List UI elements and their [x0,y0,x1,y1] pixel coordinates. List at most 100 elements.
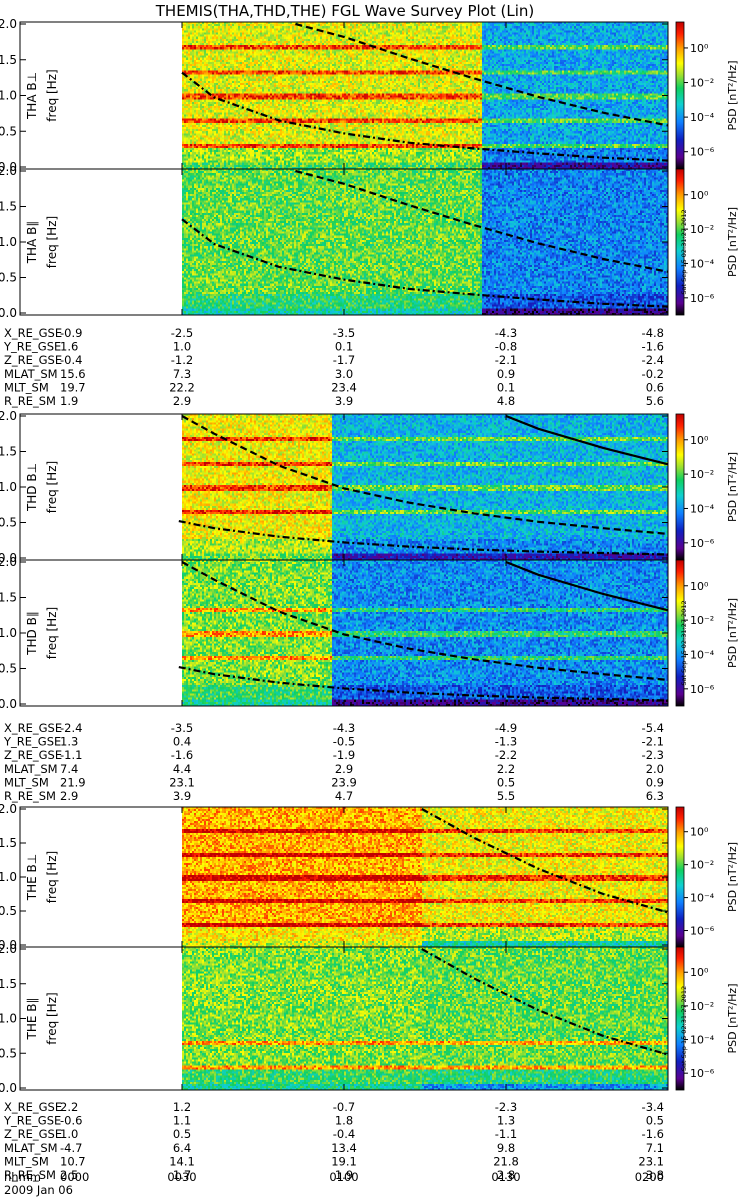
orbit-value: 0.5 [173,1127,191,1141]
orbit-value: -0.4 [60,353,82,367]
colorbar-tick-label: 10⁻⁶ [690,537,715,550]
orbit-value: 5.5 [497,789,515,803]
curve-solid [505,560,669,612]
x-tick-label: 0100 [329,1170,358,1184]
colorbar-tick-label: 10⁻² [690,223,714,236]
orbit-value: 0.9 [646,775,664,789]
panel-2: 0.0 0.5 1.0 1.5 2.0 THD B⊥ freq [Hz] 10⁰ 10⁻² 10⁻… [0,409,739,565]
panel-name: THE B⊥ [25,854,39,901]
colorbar-tick-label: 10⁻⁶ [690,683,715,696]
orbit-value: -1.1 [60,748,82,762]
orbit-value: 1.3 [60,735,78,749]
colorbar [675,168,685,316]
colorbar [675,559,685,707]
orbit-value: -0.6 [60,1114,82,1128]
curve-dashdot [178,666,669,702]
panel-name: THD B∥ [25,611,39,656]
orbit-value: -1.7 [333,353,355,367]
orbit-value: 1.0 [173,340,191,354]
orbit-value: 0.1 [335,340,353,354]
orbit-value: 2.9 [60,789,78,803]
orbit-value: 1.6 [60,340,78,354]
orbit-value: -4.7 [60,1141,82,1155]
colorbar [675,946,685,1091]
timestamp-label: Sat Sep 15 02:31:27 2012 [680,600,688,685]
orbit-row-label: X_RE_GSE [4,1100,62,1114]
y-tick-label: 0.0 [0,1081,17,1095]
freq-axis-label: freq [Hz] [45,69,59,121]
x-tick-label: 0030 [167,1170,196,1184]
orbit-value: 2.5 [60,1168,78,1182]
spectrogram-0 [20,22,668,169]
y-tick-label: 1.0 [0,89,17,103]
orbit-row-label: X_RE_GSE [4,326,62,340]
curve-dashdot [181,218,669,308]
colorbar-label: PSD [nT²/Hz] [726,842,739,912]
orbit-value: -1.6 [642,340,664,354]
colorbar-tick-label: 10⁰ [690,42,709,55]
orbit-row-label: MLT_SM [4,380,49,394]
x-tick-label: 0200 [635,1170,664,1184]
colorbar-tick-label: 10⁻² [690,468,714,481]
orbit-row-label: Y_RE_GSE [3,340,61,354]
y-tick-label: 1.5 [0,445,17,459]
orbit-value: 15.6 [60,367,86,381]
orbit-value: 19.7 [60,380,86,394]
orbit-value: -1.2 [171,353,193,367]
orbit-value: 4.7 [335,789,353,803]
colorbar-tick-label: 10⁰ [690,826,709,839]
orbit-value: 2.2 [497,762,515,776]
orbit-value: -1.6 [642,1127,664,1141]
y-tick-label: 1.0 [0,480,17,494]
y-tick-label: 0.0 [0,551,17,565]
orbit-value: -2.4 [60,721,82,735]
orbit-row-label: Z_RE_GSE [4,748,62,762]
orbit-value: 2.8 [497,1168,515,1182]
spectrogram-2 [20,414,668,560]
y-tick-label: 1.0 [0,870,17,884]
orbit-value: -0.2 [642,367,664,381]
orbit-value: 7.4 [60,762,78,776]
spectrogram-1 [20,169,668,315]
orbit-value: 3.8 [646,1168,664,1182]
colorbar-tick-label: 10⁻⁶ [690,1067,715,1080]
orbit-value: 2.0 [646,762,664,776]
orbit-value: 2.9 [173,394,191,408]
y-tick-label: 2.0 [0,164,17,178]
orbit-value: 7.3 [173,367,191,381]
y-tick-label: 0.5 [0,271,17,285]
y-tick-label: 1.0 [0,235,17,249]
orbit-value: 6.3 [646,789,664,803]
orbit-value: -4.8 [642,326,664,340]
y-tick-label: 1.5 [0,977,17,991]
orbit-value: 0.6 [646,380,664,394]
x-tick-label: 0000 [60,1170,89,1184]
orbit-value: 23.4 [331,380,357,394]
orbit-row-label: MLT_SM [4,1154,49,1168]
timestamp-label: Sat Sep 15 02:31:27 2012 [680,209,688,294]
orbit-value: -5.4 [642,721,664,735]
panel-name: THA B∥ [25,221,39,265]
orbit-value: -0.7 [333,1100,355,1114]
orbit-row-label: R_RE_SM [4,394,56,408]
time-axis-footer: hhmm 2009 Jan 06 0000 0030 0100 0130 0200 [4,1170,664,1197]
orbit-value: 4.8 [497,394,515,408]
orbit-value: 7.1 [646,1141,664,1155]
orbit-row-label: Y_RE_GSE [3,1114,61,1128]
y-tick-label: 0.0 [0,697,17,711]
orbit-value: 4.4 [173,762,191,776]
chart-title: THEMIS(THA,THD,THE) FGL Wave Survey Plot… [155,2,534,20]
y-tick-label: 0.5 [0,516,17,530]
orbit-row-label: MLT_SM [4,775,49,789]
orbit-value: -2.3 [495,1100,517,1114]
y-tick-label: 2.0 [0,409,17,423]
colorbar-label: PSD [nT²/Hz] [726,598,739,668]
orbit-value: -0.9 [60,326,82,340]
orbit-value: 14.1 [169,1154,195,1168]
colorbar-tick-label: 10⁰ [690,580,709,593]
panel-1: 0.0 0.5 1.0 1.5 2.0 THA B∥ freq [Hz] 10⁰ 10⁻² 10⁻… [0,164,739,320]
panel-4: 0.0 0.5 1.0 1.5 2.0 THE B⊥ freq [Hz] 10⁰ 10⁻² 10⁻… [0,802,739,952]
colorbar-tick-label: 10⁻⁴ [690,648,715,661]
